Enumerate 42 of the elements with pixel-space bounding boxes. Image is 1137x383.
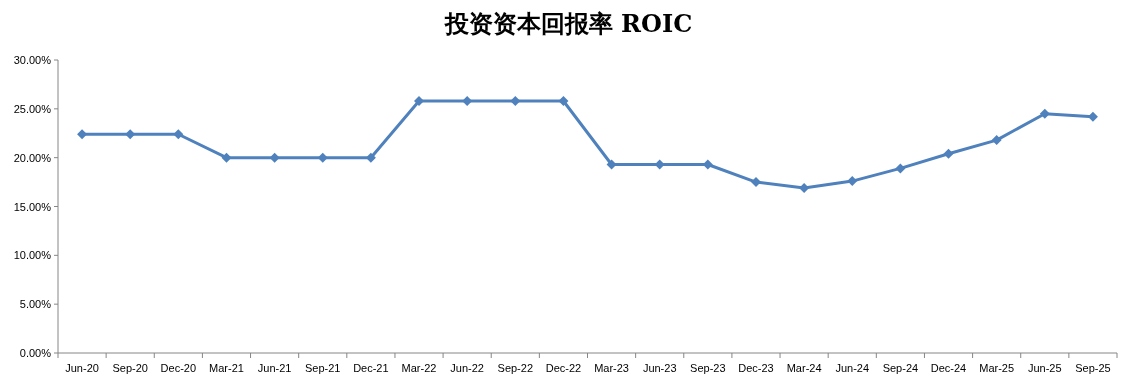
x-tick-label: Jun-23 xyxy=(642,362,677,374)
x-tick-label: Dec-24 xyxy=(930,362,967,374)
point xyxy=(221,152,232,163)
y-tick-label: 30.00% xyxy=(13,54,52,66)
point xyxy=(173,129,184,140)
point xyxy=(847,176,858,187)
y-tick-label: 20.00% xyxy=(13,151,52,164)
point xyxy=(558,96,569,107)
x-tick-label: Mar-24 xyxy=(786,362,822,374)
x-tick-label: Jun-25 xyxy=(1027,362,1062,374)
x-tick-label: Sep-20 xyxy=(112,362,148,374)
y-tick-label: 10.00% xyxy=(13,249,52,262)
point xyxy=(895,163,906,174)
point xyxy=(991,135,1002,146)
x-tick-label: Mar-23 xyxy=(594,362,629,374)
chart-title: 投资资本回报率 ROIC xyxy=(443,9,693,38)
x-tick-label: Dec-20 xyxy=(160,362,197,374)
point xyxy=(317,152,328,163)
x-tick-label: Sep-24 xyxy=(882,362,919,374)
point xyxy=(799,182,810,193)
x-tick-label: Jun-22 xyxy=(450,362,484,374)
point xyxy=(750,177,761,188)
x-tick-label: Sep-25 xyxy=(1075,362,1111,374)
x-tick-label: Mar-21 xyxy=(209,362,244,374)
point xyxy=(269,152,280,163)
x-tick-label: Mar-22 xyxy=(401,362,437,374)
y-tick-label: 0.00% xyxy=(19,347,52,359)
x-tick-label: Jun-20 xyxy=(65,362,99,374)
point xyxy=(1039,108,1050,119)
x-tick-label: Sep-21 xyxy=(305,362,341,374)
x-tick-label: Sep-23 xyxy=(690,362,726,374)
x-tick-label: Mar-25 xyxy=(979,362,1015,374)
x-tick-label: Jun-21 xyxy=(257,362,292,374)
y-tick-label: 5.00% xyxy=(19,298,52,311)
y-tick-label: 25.00% xyxy=(13,102,52,115)
x-tick-label: Dec-23 xyxy=(738,362,774,374)
x-tick-label: Dec-22 xyxy=(545,362,582,374)
point xyxy=(943,148,954,159)
y-tick-label: 15.00% xyxy=(13,200,52,213)
x-tick-label: Jun-24 xyxy=(835,362,870,374)
x-tick-label: Dec-21 xyxy=(353,362,389,374)
x-tick-label: Sep-22 xyxy=(497,362,534,374)
